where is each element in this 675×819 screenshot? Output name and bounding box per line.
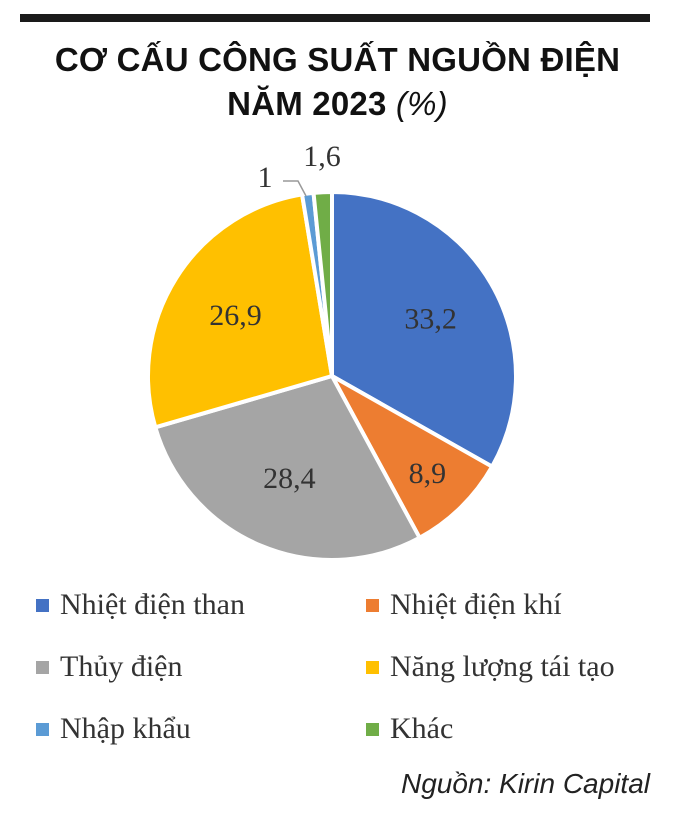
- legend-item-khac: Khác: [366, 712, 453, 746]
- legend-item-nang-luong-tai-tao: Năng lượng tái tạo: [366, 650, 615, 684]
- legend-label-nhiet-dien-khi: Nhiệt điện khí: [390, 588, 562, 621]
- data-label-nhiet-dien-than: 33,2: [404, 303, 457, 336]
- legend-swatch-nang-luong-tai-tao: [366, 660, 379, 674]
- pie-slices: [146, 190, 518, 562]
- source-note: Nguồn: Kirin Capital: [400, 768, 650, 799]
- chart-title: CƠ CẤU CÔNG SUẤT NGUỒN ĐIỆN NĂM 2023 (%): [0, 38, 675, 126]
- legend-label-nang-luong-tai-tao: Năng lượng tái tạo: [390, 650, 615, 683]
- pie-slice-khac: [311, 190, 334, 378]
- data-label-khac: 1,6: [303, 140, 341, 173]
- title-year: NĂM 2023: [227, 85, 387, 122]
- legend-swatch-nhap-khau: [36, 722, 49, 736]
- legend-item-thuy-dien: Thủy điện: [36, 650, 182, 684]
- legend-item-nhiet-dien-than: Nhiệt điện than: [36, 588, 245, 622]
- legend-label-nhap-khau: Nhập khẩu: [60, 712, 191, 745]
- legend-label-khac: Khác: [390, 712, 454, 745]
- legend-label-thuy-dien: Thủy điện: [60, 650, 183, 683]
- pie-slice-nang-luong-tai-tao: [146, 192, 334, 430]
- legend-item-nhap-khau: Nhập khẩu: [36, 712, 191, 746]
- pie-slice-thuy-dien: [153, 374, 422, 562]
- data-label-nang-luong-tai-tao: 26,9: [209, 299, 262, 332]
- legend-label-nhiet-dien-than: Nhiệt điện than: [60, 588, 245, 621]
- data-label-thuy-dien: 28,4: [263, 462, 316, 495]
- legend-swatch-nhiet-dien-than: [36, 598, 49, 612]
- legend-swatch-nhiet-dien-khi: [366, 598, 379, 612]
- top-rule: [20, 14, 650, 22]
- pie-labels: 33,2 8,9 28,4 26,9 1 1,6: [209, 140, 457, 495]
- legend-swatch-thuy-dien: [36, 660, 49, 674]
- data-label-nhiet-dien-khi: 8,9: [409, 457, 447, 490]
- title-line-1: CƠ CẤU CÔNG SUẤT NGUỒN ĐIỆN: [54, 41, 621, 78]
- title-line-2: NĂM 2023 (%): [0, 82, 675, 126]
- pie-slice-nhiet-dien-than: [330, 190, 518, 469]
- data-label-nhap-khau: 1: [258, 161, 273, 194]
- pie-slice-nhiet-dien-khi: [330, 374, 495, 540]
- title-unit: (%): [395, 85, 448, 122]
- leader-line-nhap-khau: [283, 180, 307, 197]
- legend-item-nhiet-dien-khi: Nhiệt điện khí: [366, 588, 562, 622]
- legend-swatch-khac: [366, 722, 379, 736]
